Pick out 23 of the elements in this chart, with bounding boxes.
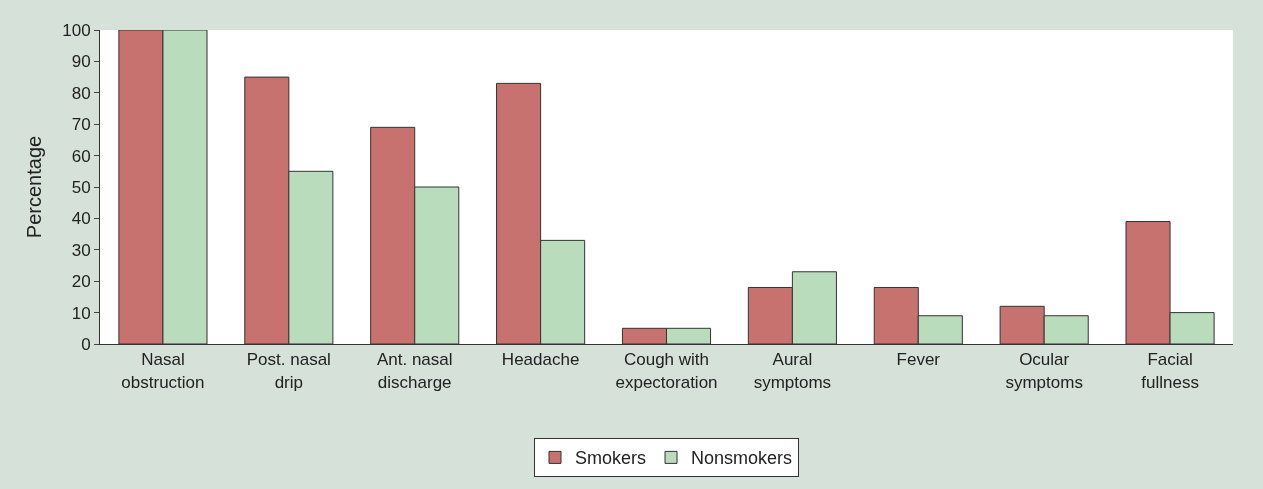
x-tick-label: Cough with expectoration [615,350,718,392]
x-tick-label: Aural symptoms [753,350,832,392]
y-tick-label: 30 [71,240,91,260]
x-tick-label: Ant. nasal discharge [376,350,453,392]
y-tick-label: 100 [62,20,91,40]
y-axis-title: Percentage [22,135,45,239]
legend-label: Nonsmokers [691,448,793,469]
legend-label: Smokers [575,448,647,469]
x-tick-label: Facial fullness [1141,350,1199,392]
x-tick-label: Ocular symptoms [1005,350,1083,392]
x-tick-label: Headache [501,350,580,370]
x-tick-label: Nasal obstruction [121,350,205,392]
y-tick-label: 0 [81,334,91,354]
y-tick-label: 80 [71,83,91,103]
y-tick-label: 20 [71,272,91,292]
x-tick-label: Post. nasal drip [246,350,331,392]
x-tick-label: Fever [896,350,941,370]
y-tick-label: 90 [71,52,91,72]
y-tick-label: 40 [71,209,91,229]
y-tick-label: 50 [71,177,91,197]
y-tick-label: 60 [71,146,91,166]
y-tick-label: 70 [71,115,91,135]
y-tick-label: 10 [71,303,91,323]
